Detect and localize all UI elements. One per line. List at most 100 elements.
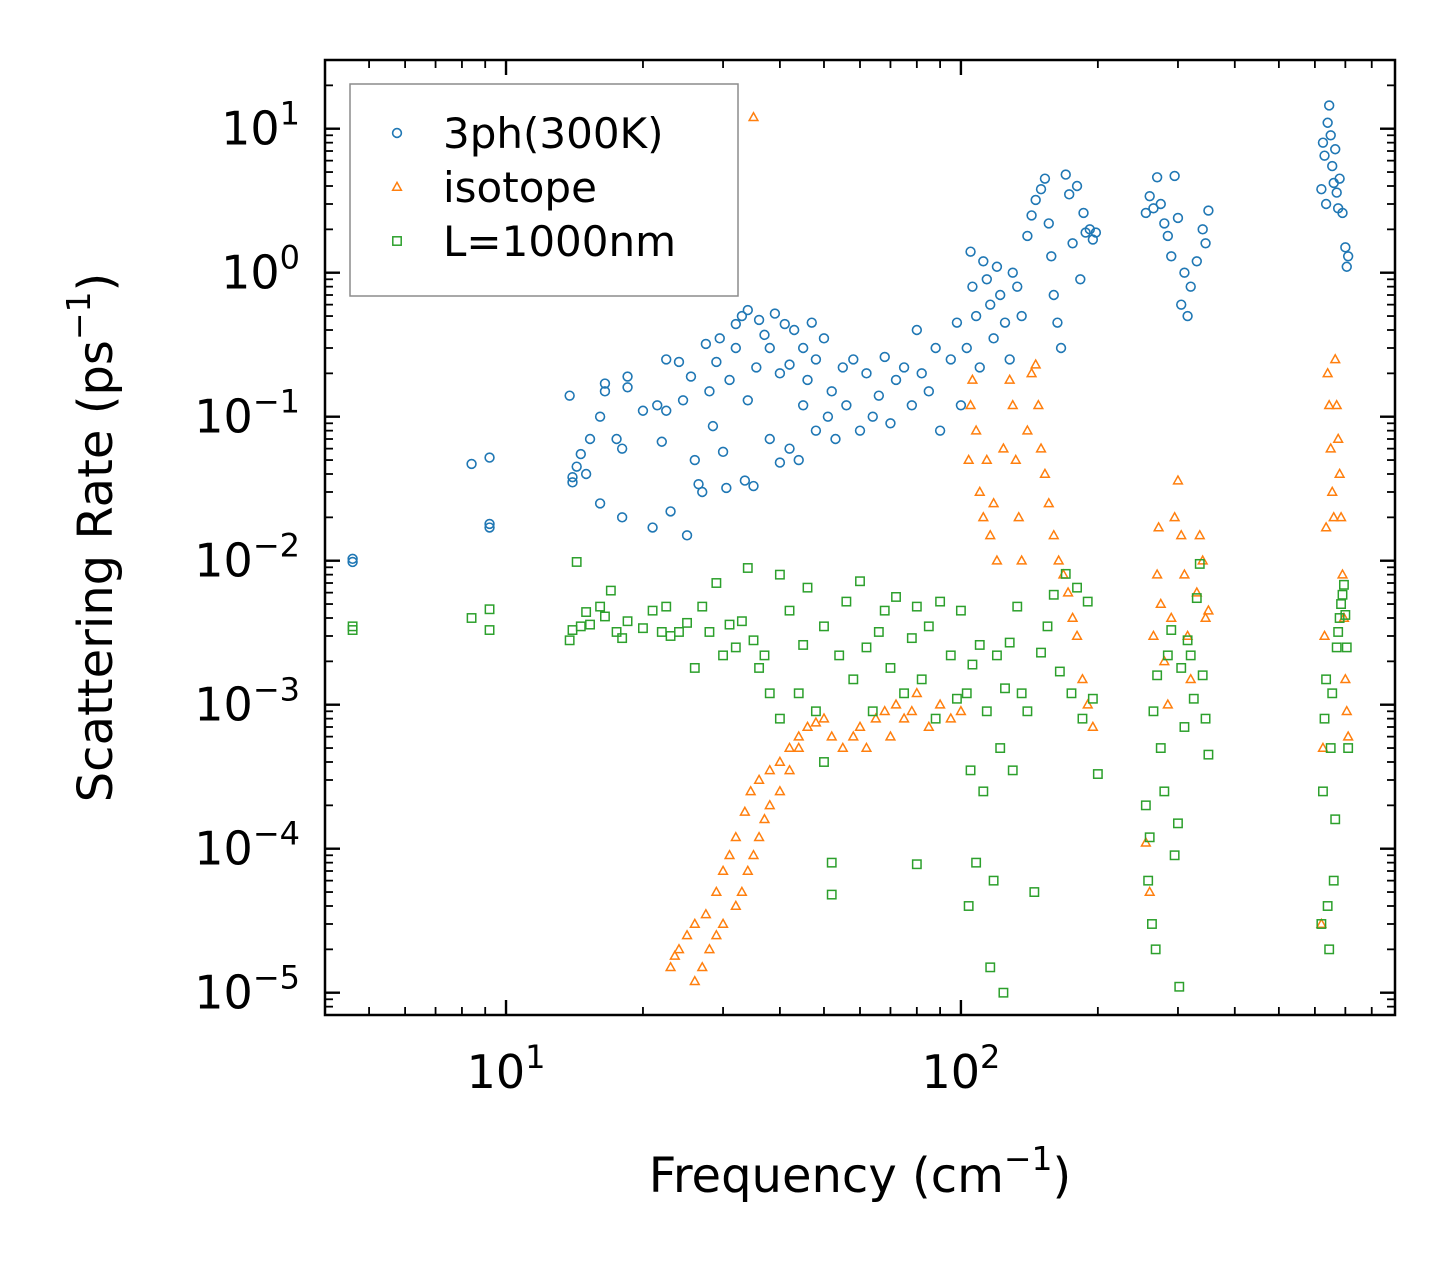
- data-point: [1162, 230, 1174, 242]
- data-point: [567, 472, 578, 483]
- data-point: [1343, 743, 1354, 753]
- data-point: [736, 310, 748, 322]
- data-point: [674, 627, 684, 637]
- data-point: [784, 443, 795, 454]
- data-point: [826, 730, 838, 741]
- data-point: [1066, 688, 1077, 699]
- data-point: [611, 433, 622, 445]
- data-point: [1151, 172, 1163, 183]
- data-point: [988, 875, 999, 886]
- data-point: [1022, 230, 1033, 242]
- data-point: [1064, 189, 1075, 200]
- data-point: [764, 342, 775, 354]
- data-point: [1169, 850, 1180, 861]
- data-point: [700, 908, 712, 919]
- y-tick-base: 10: [194, 534, 253, 588]
- data-point: [841, 596, 852, 607]
- data-point: [985, 299, 996, 310]
- data-point: [837, 741, 849, 753]
- data-point: [860, 741, 873, 753]
- data-point: [1168, 511, 1181, 522]
- data-point: [1004, 354, 1015, 365]
- data-point: [484, 518, 495, 530]
- data-point: [784, 605, 795, 616]
- data-point: [971, 857, 982, 868]
- data-point: [1317, 137, 1329, 148]
- legend-marker-circle: [391, 127, 403, 139]
- data-point: [774, 755, 786, 766]
- data-point: [571, 557, 582, 567]
- data-point: [1325, 130, 1336, 141]
- data-point: [923, 720, 935, 731]
- data-point: [584, 433, 596, 445]
- data-point: [1320, 521, 1332, 532]
- y-tick-label: 100: [221, 239, 300, 300]
- data-point: [724, 619, 735, 630]
- data-point: [1030, 358, 1042, 369]
- data-point: [783, 741, 796, 753]
- data-point: [955, 400, 967, 411]
- data-point: [837, 362, 849, 373]
- data-point: [764, 688, 775, 699]
- data-point: [1016, 554, 1028, 565]
- data-point: [906, 400, 918, 411]
- data-point: [736, 616, 747, 627]
- data-point: [1326, 485, 1338, 496]
- x-axis-label-end: ): [1053, 1148, 1072, 1204]
- x-tick-exponent: 2: [980, 1038, 1000, 1076]
- data-point: [867, 706, 878, 717]
- data-point: [898, 712, 910, 723]
- data-point: [466, 458, 477, 470]
- data-point: [970, 424, 982, 435]
- data-point: [911, 859, 922, 870]
- data-point: [906, 633, 917, 644]
- data-point: [711, 578, 722, 588]
- data-point: [810, 716, 822, 727]
- data-point: [1200, 238, 1211, 249]
- y-axis-label-exponent: −1: [59, 291, 98, 340]
- data-point: [742, 304, 753, 316]
- data-point: [885, 418, 896, 429]
- data-point: [1007, 765, 1018, 776]
- data-point: [1092, 769, 1103, 779]
- x-axis-label-text: Frequency (cm: [649, 1148, 1004, 1204]
- data-point: [1143, 875, 1154, 886]
- data-point: [1016, 688, 1027, 699]
- data-point: [1166, 251, 1177, 262]
- data-point: [890, 698, 902, 709]
- data-point: [1076, 673, 1089, 684]
- data-point: [647, 605, 658, 616]
- data-point: [585, 619, 595, 630]
- data-point: [934, 425, 946, 436]
- data-point: [673, 943, 685, 954]
- data-point: [1322, 117, 1333, 128]
- data-point: [955, 705, 967, 716]
- data-point: [798, 639, 809, 650]
- data-point: [714, 333, 725, 344]
- data-point: [1159, 218, 1170, 229]
- data-point: [745, 785, 757, 796]
- data-point: [991, 650, 1002, 661]
- data-point: [1144, 190, 1155, 202]
- y-axis-ticks: [325, 59, 1395, 1016]
- data-point: [689, 454, 700, 466]
- legend-label: 3ph(300K): [443, 109, 663, 158]
- data-point: [599, 386, 611, 397]
- data-point: [819, 621, 829, 632]
- data-point: [1200, 713, 1211, 724]
- y-tick-label: 10−1: [194, 383, 300, 444]
- data-point: [769, 308, 781, 319]
- data-point: [797, 342, 809, 354]
- data-point: [774, 713, 785, 724]
- data-point: [974, 639, 985, 650]
- data-point: [748, 635, 759, 646]
- data-point: [685, 371, 697, 382]
- data-point: [935, 596, 946, 607]
- legend-label: isotope: [443, 163, 597, 212]
- data-point: [1060, 568, 1071, 579]
- data-point: [1342, 251, 1354, 262]
- data-point: [1054, 666, 1065, 677]
- data-point: [1323, 399, 1335, 410]
- data-point: [696, 961, 708, 972]
- data-point: [1191, 256, 1202, 267]
